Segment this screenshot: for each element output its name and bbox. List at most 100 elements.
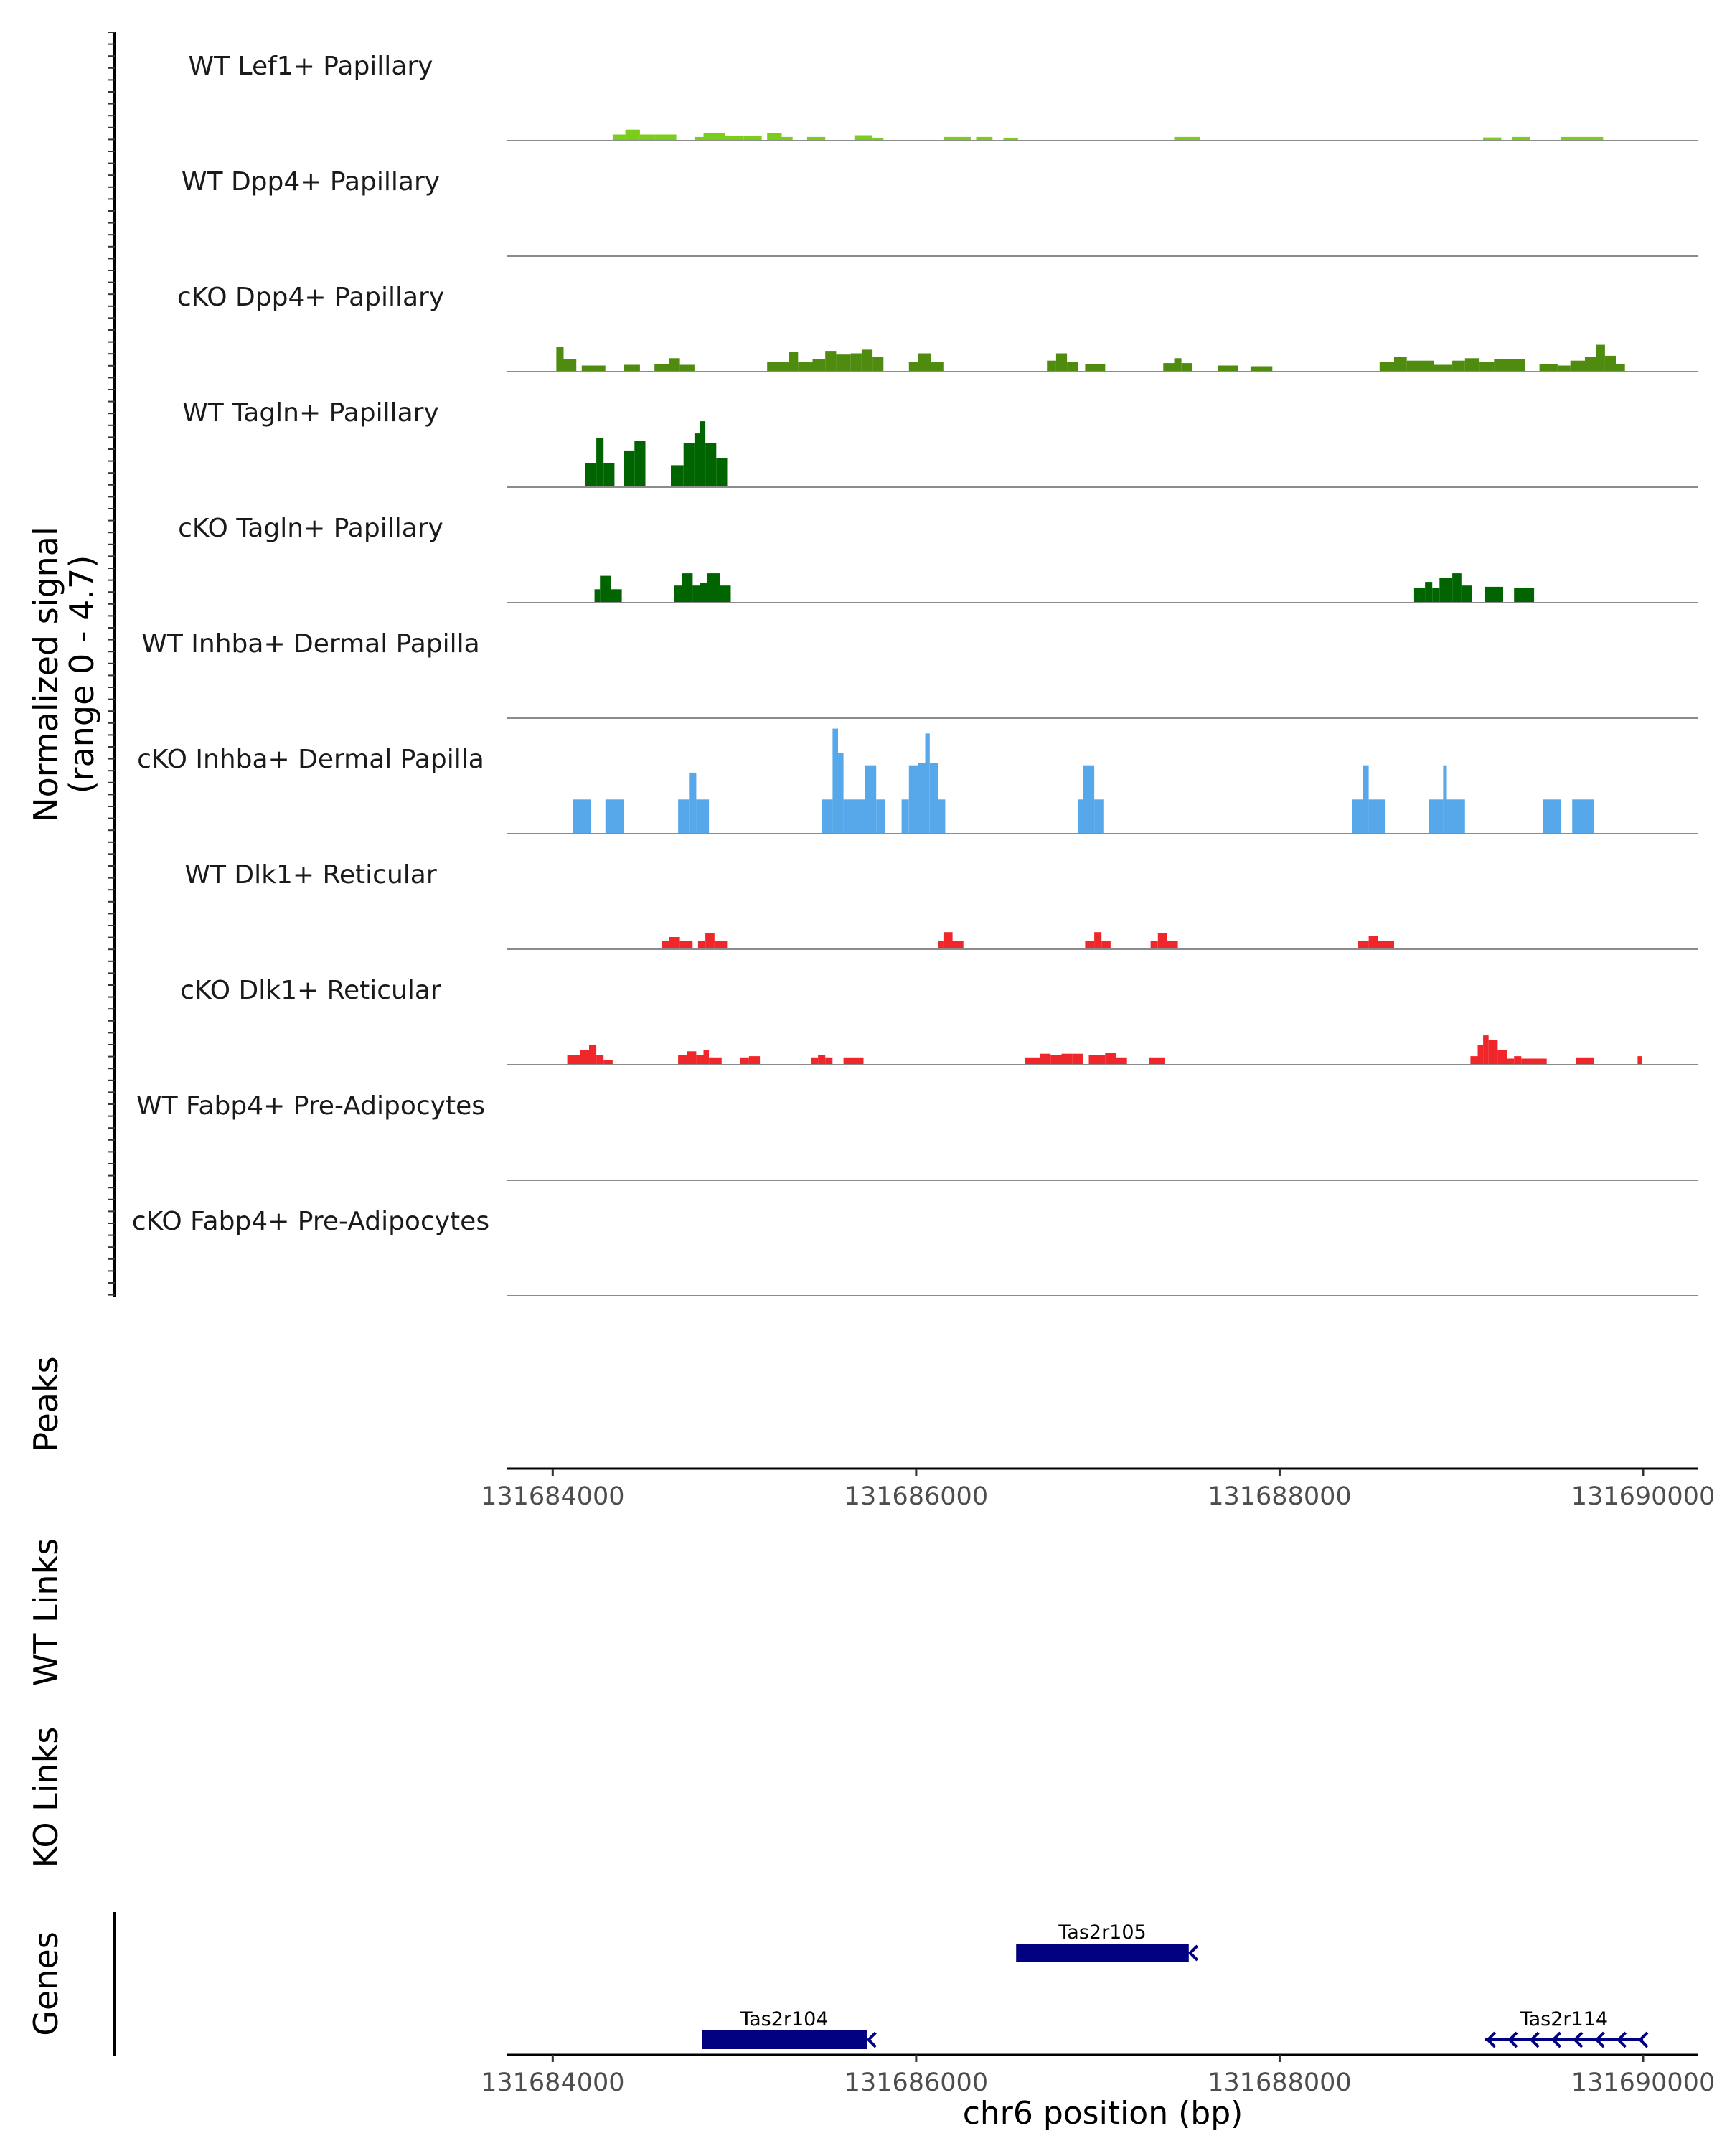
strand-arrow [1529,2031,1540,2048]
signal-bin [716,458,728,487]
gene-tas2r104: Tas2r104 [702,2008,877,2049]
signal-bin [1174,136,1200,141]
peaks-x-tick-label-2: 131688000 [1208,1482,1351,1511]
gene-tas2r114: Tas2r114 [1485,2008,1649,2048]
signal-bin [781,136,793,141]
gene-annotations: Tas2r105 Tas2r104 Tas2r114 [702,1921,1649,2049]
genes-x-tick-label-0: 131684000 [481,2068,624,2097]
signal-bin [573,799,591,834]
signal-bin [925,733,930,834]
genes-x-tick-label-2: 131688000 [1208,2068,1351,2097]
signal-bin [1443,765,1447,834]
signal-bin [639,134,655,141]
signal-bin [943,136,971,141]
signal-bin [908,362,918,372]
signal-bin [654,134,677,141]
signal-bin [1572,799,1594,834]
signal-bin [1040,1053,1051,1065]
signal-bin [901,799,909,834]
track-label: cKO Inhba+ Dermal Papilla [137,745,484,774]
gene-label: Tas2r114 [1520,2008,1608,2030]
signal-bin [1446,799,1465,834]
signal-bin [678,799,690,834]
signal-bin [1378,941,1394,949]
signal-bin [1025,1057,1040,1065]
track-label: WT Dpp4+ Papillary [182,167,440,197]
signal-bin [705,933,715,949]
track-cko-fabp4-pre-adipocytes: cKO Fabp4+ Pre-Adipocytes [132,1207,1698,1296]
signal-bin [654,364,669,372]
signal-bin [1485,586,1503,603]
signal-bin [1596,344,1605,372]
signal-bin [872,357,884,372]
signal-bin [938,799,946,834]
gene-body [1016,1944,1189,1962]
signal-bin [740,1057,749,1065]
signal-bin [843,799,865,834]
signal-bin [1539,364,1558,372]
signal-bin [943,932,953,949]
signal-bin [1067,362,1078,372]
signal-bin [1181,363,1192,372]
signal-bin [696,799,710,834]
signal-bin [1368,799,1385,834]
track-wt-dpp4-papillary: WT Dpp4+ Papillary [182,167,1698,257]
signal-bin [908,765,918,834]
strand-arrow [1638,2031,1649,2048]
signal-bin [1094,932,1102,949]
signal-bin [748,1056,761,1065]
signal-bin [585,463,597,487]
track-label: cKO Tagln+ Papillary [178,514,443,543]
peaks-panel-title: Peaks [27,1356,65,1451]
signal-bin [678,1055,687,1065]
signal-bin [1085,364,1106,372]
signal-bin [861,349,873,372]
wt-links-panel-title: WT Links [27,1538,65,1686]
signal-bin [1461,585,1472,603]
peaks-x-tick-label-3: 131690000 [1571,1482,1715,1511]
signal-bin [662,941,669,949]
signal-bin [682,573,693,603]
genes-x-tick-label-3: 131690000 [1571,2068,1715,2097]
peaks-x-tick-label-1: 131686000 [844,1482,988,1511]
signal-bin [705,443,717,487]
signal-bin [1543,799,1561,834]
signal-bin [1488,1040,1498,1065]
signal-bin [929,763,938,834]
signal-bin [1561,136,1604,141]
signal-bin [700,583,707,603]
signal-bin [1061,1053,1073,1065]
signal-bin [1250,366,1273,372]
signal-bin [556,347,564,372]
signal-bin [836,354,851,372]
signal-bin [1521,1058,1534,1065]
track-cko-dlk1-reticular: cKO Dlk1+ Reticular [180,976,1698,1065]
signal-bin [1101,941,1111,949]
signal-bin [1218,365,1238,372]
signal-bin [605,799,624,834]
signal-bin [1439,578,1452,603]
gene-label: Tas2r105 [1058,1921,1146,1944]
signal-bin [1483,1035,1489,1065]
signal-bin [563,359,577,372]
signal-bin [1604,355,1616,372]
coverage-y-axis-ticks [108,32,115,1296]
strand-arrow [866,2031,877,2048]
signal-bin [1358,941,1369,949]
signal-bin [1167,941,1178,949]
signal-bin [689,772,697,834]
signal-bin [625,129,640,141]
signal-bin [1379,362,1395,372]
signal-bin [679,364,695,372]
signal-bin [1616,364,1625,372]
strand-arrow [1187,1944,1199,1962]
signal-bin [938,941,944,949]
signal-bin [1464,358,1480,372]
strand-arrow [1594,2031,1605,2048]
track-label: WT Inhba+ Dermal Papilla [141,629,479,659]
signal-bin [1479,362,1495,372]
signal-bin [767,133,782,141]
signal-bin [624,364,640,372]
signal-bin [1055,353,1068,372]
